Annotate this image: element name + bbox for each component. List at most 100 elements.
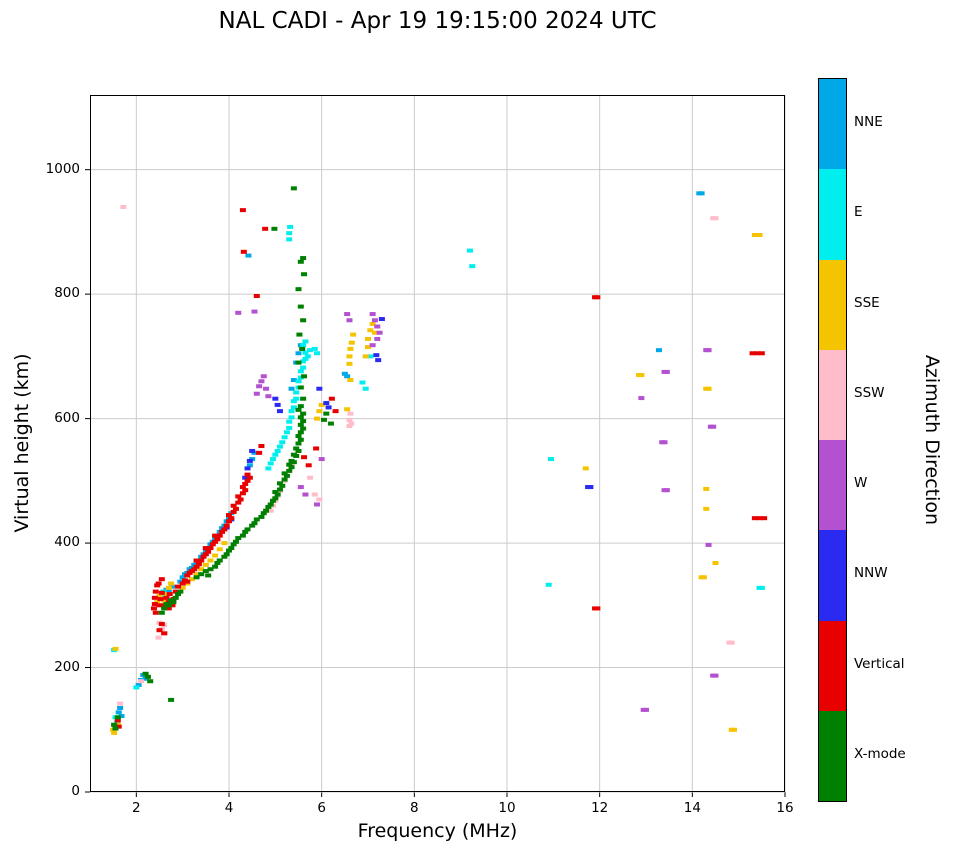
point-E	[267, 461, 274, 466]
point-W	[371, 318, 378, 323]
point-E	[293, 396, 300, 401]
point-NNW	[378, 317, 385, 322]
point-X-mode	[161, 606, 168, 611]
point-SSW	[316, 497, 323, 502]
point-Vertical	[184, 579, 191, 584]
point-SSE	[112, 646, 119, 651]
point-Vertical	[242, 481, 249, 486]
point-NNW	[373, 353, 380, 358]
point-W	[344, 312, 351, 317]
point-Vertical	[175, 584, 182, 589]
point-E	[302, 339, 309, 344]
colorbar-label-vertical: Vertical	[854, 655, 905, 672]
point-X-mode	[114, 715, 121, 720]
point-E	[286, 237, 293, 242]
point-W	[258, 379, 265, 384]
point-X-mode	[147, 679, 154, 684]
point-Vertical	[114, 718, 121, 723]
point-NNW	[274, 402, 281, 407]
x-tick-label: 12	[591, 800, 609, 816]
point-X-mode	[286, 462, 293, 467]
point-X-mode	[301, 272, 308, 277]
point-X-mode	[258, 514, 265, 519]
point-NNE	[169, 584, 176, 589]
point-W	[302, 492, 309, 497]
point-SSE	[756, 233, 763, 238]
x-axis-label: Frequency (MHz)	[357, 820, 518, 842]
point-SSW	[307, 475, 314, 480]
point-Vertical	[230, 503, 237, 508]
point-Vertical	[158, 590, 165, 595]
point-X-mode	[193, 575, 200, 580]
point-X-mode	[111, 722, 118, 727]
point-X-mode	[327, 421, 334, 426]
point-Vertical	[239, 485, 246, 490]
y-tick-label: 200	[54, 658, 80, 675]
point-NNE	[344, 374, 351, 379]
point-Vertical	[163, 595, 170, 600]
point-Vertical	[244, 478, 251, 483]
point-E	[288, 415, 295, 420]
point-SSE	[344, 407, 351, 412]
point-NNW	[323, 401, 330, 406]
point-SSE	[712, 560, 719, 565]
point-SSE	[163, 592, 170, 597]
point-SSE	[198, 567, 205, 572]
point-Vertical	[216, 533, 223, 538]
point-NNW	[242, 475, 249, 480]
point-E	[300, 365, 307, 370]
point-Vertical	[193, 558, 200, 563]
colorbar-label-w: W	[854, 475, 868, 492]
point-E	[304, 354, 311, 359]
plot-area	[85, 95, 786, 797]
point-Vertical	[226, 513, 232, 518]
point-SSE	[350, 332, 357, 337]
point-Vertical	[184, 573, 191, 578]
point-NNE	[698, 191, 705, 196]
point-SSE	[156, 593, 163, 598]
point-SSW	[120, 205, 127, 210]
point-Vertical	[209, 542, 216, 547]
point-E	[302, 356, 309, 361]
point-SSE	[369, 322, 376, 327]
colorbar-segment-nne	[819, 79, 846, 170]
point-X-mode	[293, 446, 300, 451]
point-W	[376, 330, 383, 335]
point-Vertical	[207, 546, 214, 551]
point-X-mode	[297, 430, 304, 435]
point-Vertical	[244, 472, 251, 477]
point-Vertical	[258, 443, 265, 448]
point-E	[281, 435, 288, 440]
point-Vertical	[193, 564, 200, 569]
point-SSW	[348, 421, 355, 426]
point-Vertical	[157, 597, 164, 602]
point-Vertical	[161, 631, 168, 636]
point-NNE	[179, 575, 186, 580]
point-E	[133, 685, 140, 690]
colorbar-segment-ssw	[819, 349, 846, 440]
point-SSE	[207, 558, 214, 563]
point-W	[346, 318, 353, 323]
point-Vertical	[156, 603, 163, 608]
point-NNE	[290, 378, 297, 383]
point-Vertical	[198, 558, 205, 563]
point-Vertical	[200, 554, 207, 559]
point-Vertical	[152, 589, 159, 594]
y-tick-label: 0	[71, 783, 80, 799]
point-SSW	[712, 216, 719, 221]
point-SSE	[212, 553, 219, 558]
x-tick-label: 10	[498, 800, 516, 816]
y-tick-label: 400	[54, 534, 80, 551]
point-Vertical	[169, 603, 176, 608]
point-Vertical	[262, 226, 269, 231]
point-E	[362, 386, 369, 391]
colorbar-segment-nnw	[819, 530, 846, 621]
point-SSE	[316, 409, 323, 414]
point-E	[297, 375, 304, 380]
point-Vertical	[158, 621, 165, 626]
point-X-mode	[276, 487, 283, 492]
point-NNE	[655, 348, 662, 353]
point-E	[466, 248, 473, 253]
point-X-mode	[320, 417, 327, 422]
